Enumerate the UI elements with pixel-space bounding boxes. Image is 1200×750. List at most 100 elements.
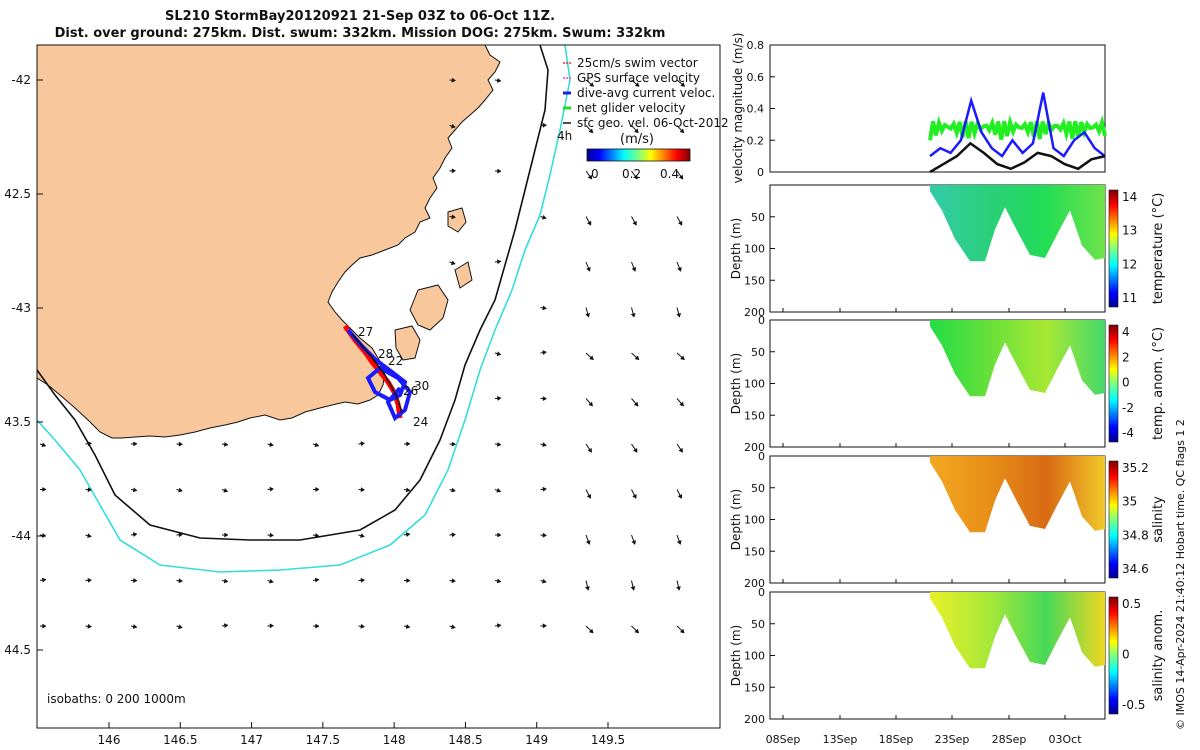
temperature-section-panel: 50 100 150 200 Depth (m) 14 13 12 11 temperature …: [729, 184, 1166, 319]
arrow-head: [677, 220, 683, 226]
arrow-head: [132, 532, 138, 538]
lon-tick-label: 149.5: [591, 733, 625, 747]
arrow-head: [451, 123, 456, 129]
arrow-head: [677, 493, 683, 499]
depth-ylabel: Depth (m): [729, 489, 743, 550]
lon-tick-label: 146: [98, 733, 121, 747]
depth-tick-label: 0: [758, 450, 765, 463]
colorbar-tick-label: 2: [1122, 350, 1130, 364]
arrow-head: [405, 532, 411, 538]
arrow-head: [223, 441, 229, 447]
colorbar-tick: 0.2: [622, 167, 641, 181]
time-tick-label: 03Oct: [1048, 733, 1082, 746]
geostrophic-velocity-line: [929, 141, 1106, 174]
depth-tick-label: 0: [758, 586, 765, 599]
arrow-head: [496, 351, 502, 357]
arrow-head: [177, 624, 183, 630]
salinity-section-panel: 0 50 100 150 200 Depth (m) 35.2 35 34.8 34.6 salin…: [729, 450, 1166, 590]
arrow-head: [585, 540, 591, 545]
legend-label: 25cm/s swim vector: [577, 56, 698, 70]
arrow-head: [679, 128, 685, 134]
colorbar-label: (m/s): [620, 132, 654, 147]
lat-tick-label: 42.5: [4, 187, 31, 201]
arrow-head: [541, 214, 547, 220]
depth-ylabel: Depth (m): [729, 625, 743, 686]
arrow-head: [132, 487, 138, 493]
arrow-head: [496, 623, 502, 629]
arrow-head: [678, 174, 684, 180]
lon-tick-label: 147.5: [306, 733, 340, 747]
arrow-head: [630, 312, 636, 318]
depth-tick-label: 200: [744, 441, 765, 454]
arrow-head: [631, 540, 637, 545]
depth-tick-label: 100: [744, 378, 765, 391]
arrow-head: [223, 623, 229, 629]
map-colorbar: (m/s) 0 0.2 0.4: [586, 132, 691, 181]
arrow-head: [633, 174, 638, 180]
track-label: 27: [358, 325, 373, 339]
arrow-head: [587, 174, 593, 180]
arrow-head: [87, 623, 92, 629]
colorbar-title: temperature (°C): [1151, 193, 1166, 305]
depth-tick-label: 50: [751, 211, 765, 224]
arrow-head: [676, 540, 682, 545]
legend-label: GPS surface velocity: [577, 71, 700, 85]
section-colorbar: [1108, 189, 1119, 308]
arrow-head: [634, 355, 640, 361]
arrow-head: [451, 578, 456, 584]
arrow-head: [223, 487, 229, 493]
section-fill: [930, 320, 1105, 397]
land-tasmania: [37, 45, 501, 439]
arrow-head: [542, 578, 547, 584]
colorbar-tick-label: 0: [1122, 648, 1130, 662]
arrow-head: [587, 447, 592, 453]
arrow-head: [586, 493, 592, 499]
sal_anom-section-panel: 0 50 100 150 200 Depth (m) 0.5 0 -0.5 salinity an…: [729, 586, 1166, 726]
arrow-head: [269, 442, 274, 447]
arrow-head: [178, 441, 183, 447]
arrow-head: [676, 312, 682, 318]
colorbar-tick: 0.4: [660, 167, 679, 181]
arrow-head: [588, 128, 594, 134]
arrow-head: [496, 77, 502, 83]
arrow-head: [87, 577, 92, 583]
depth-tick-label: 200: [744, 713, 765, 726]
colorbar-tick-label: 0.5: [1122, 597, 1141, 611]
arrow-head: [269, 578, 274, 584]
arrow-head: [497, 532, 502, 538]
arrow-head: [497, 395, 502, 401]
lat-tick-label: -42: [11, 73, 31, 87]
section-colorbar: [1108, 460, 1119, 579]
time-tick-label: 28Sep: [992, 733, 1027, 746]
arrow-head: [542, 122, 547, 128]
vel-tick-label: 0.8: [747, 39, 765, 52]
chart-title-line1: SL210 StormBay20120921 21-Sep 03Z to 06-…: [164, 9, 556, 24]
arrow-head: [588, 628, 594, 634]
time-tick-label: 23Sep: [935, 733, 970, 746]
arrow-head: [542, 486, 547, 492]
arrow-head: [634, 82, 640, 87]
arrow-head: [314, 532, 320, 538]
arrow-head: [406, 578, 411, 584]
chart-title-line2: Dist. over ground: 275km. Dist. swum: 33…: [54, 26, 666, 41]
colorbar-title: salinity anom.: [1151, 610, 1166, 702]
time-tick-label: 08Sep: [766, 733, 801, 746]
arrow-head: [450, 260, 456, 266]
colorbar-tick-label: 34.8: [1122, 528, 1149, 542]
track-label: 26: [403, 384, 418, 398]
colorbar-tick-label: 0: [1122, 376, 1130, 390]
arrow-head: [360, 577, 365, 583]
arrow-head: [269, 486, 274, 492]
arrow-head: [178, 578, 183, 584]
footer-credit: © IMOS 14-Apr-2024 21:40:12 Hobart time.…: [1174, 419, 1187, 730]
velocity-panel: 0 0.2 0.4 0.6 0.8 velocity magnitude (m/s): [731, 33, 1107, 183]
arrow-head: [405, 487, 411, 493]
arrow-head: [133, 441, 138, 447]
arrow-head: [589, 355, 594, 361]
arrow-head: [633, 128, 639, 134]
lat-tick-label: -44: [11, 529, 31, 543]
arrow-head: [406, 441, 411, 447]
arrow-head: [87, 487, 92, 493]
track-label: 22: [388, 354, 403, 368]
